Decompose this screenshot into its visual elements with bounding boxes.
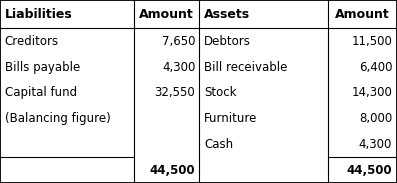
Text: Debtors: Debtors: [204, 35, 251, 48]
Text: Bill receivable: Bill receivable: [204, 61, 287, 74]
Text: 32,550: 32,550: [154, 86, 195, 99]
Text: Furniture: Furniture: [204, 112, 257, 125]
Text: Cash: Cash: [204, 138, 233, 151]
Text: (Balancing figure): (Balancing figure): [5, 112, 110, 125]
Text: Capital fund: Capital fund: [5, 86, 77, 99]
Text: Assets: Assets: [204, 8, 250, 21]
Text: 44,500: 44,500: [150, 164, 195, 177]
Text: 11,500: 11,500: [351, 35, 392, 48]
Text: Amount: Amount: [139, 8, 194, 21]
Text: 8,000: 8,000: [359, 112, 392, 125]
Text: 4,300: 4,300: [162, 61, 195, 74]
Text: Bills payable: Bills payable: [5, 61, 80, 74]
Text: Creditors: Creditors: [5, 35, 59, 48]
Text: 7,650: 7,650: [162, 35, 195, 48]
Text: 44,500: 44,500: [347, 164, 392, 177]
Text: Stock: Stock: [204, 86, 237, 99]
Text: 4,300: 4,300: [359, 138, 392, 151]
Text: 6,400: 6,400: [359, 61, 392, 74]
Text: Liabilities: Liabilities: [5, 8, 73, 21]
Text: 14,300: 14,300: [351, 86, 392, 99]
Text: Amount: Amount: [335, 8, 389, 21]
